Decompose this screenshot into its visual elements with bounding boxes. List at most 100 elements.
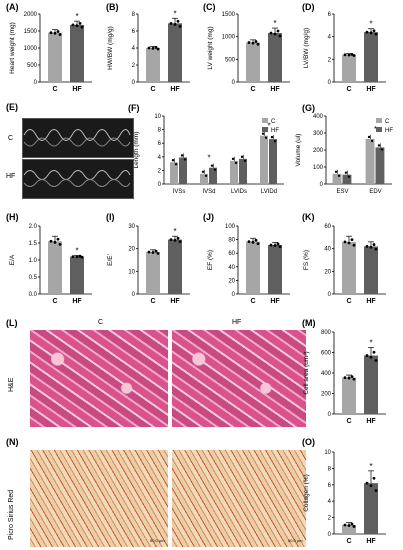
y-tick-label-D: 6 bbox=[328, 12, 332, 18]
y-tick-label-A: 0 bbox=[34, 80, 38, 86]
data-point-F bbox=[183, 158, 187, 161]
histology-col-c-label: C bbox=[98, 319, 104, 326]
data-point-F bbox=[204, 174, 208, 177]
significance-star-F: * bbox=[267, 122, 270, 131]
data-point-F bbox=[213, 168, 217, 171]
bar-O-C bbox=[342, 524, 356, 534]
y-tick-label-H: 2.0 bbox=[29, 224, 38, 230]
data-point-D bbox=[374, 32, 378, 36]
x-tick-label-M: HF bbox=[366, 418, 376, 425]
y-tick-label-B: 2 bbox=[132, 63, 136, 69]
y-tick-label-D: 4 bbox=[328, 35, 332, 41]
data-point-M bbox=[347, 376, 351, 380]
significance-star-G: * bbox=[374, 125, 377, 134]
data-point-A bbox=[78, 21, 82, 25]
data-point-O bbox=[347, 524, 351, 527]
bar-C-HF bbox=[268, 33, 282, 82]
data-point-H bbox=[75, 255, 79, 259]
bar-F-LVIDs-HF bbox=[239, 158, 247, 184]
scale-bar-hf: 50.0 µm bbox=[288, 538, 303, 543]
significance-star-I: * bbox=[173, 227, 176, 236]
y-tick-label-C: 1000 bbox=[222, 35, 236, 41]
data-point-F bbox=[180, 154, 184, 157]
data-point-M bbox=[343, 376, 347, 380]
legend-swatch-c-G bbox=[376, 118, 382, 123]
panel-label-h: (H) bbox=[6, 212, 19, 222]
data-point-K bbox=[347, 241, 351, 245]
psr-image-c bbox=[30, 450, 168, 547]
significance-star-H: * bbox=[75, 247, 78, 256]
x-tick-label-B: HF bbox=[170, 86, 180, 93]
y-axis-label-K: FS (%) bbox=[303, 250, 310, 270]
x-tick-label-D: C bbox=[346, 86, 351, 93]
y-tick-label-J: 40 bbox=[228, 265, 235, 271]
echo-row-hf-label: HF bbox=[6, 173, 16, 180]
y-tick-label-M: 0 bbox=[328, 412, 332, 418]
data-point-A bbox=[71, 23, 75, 27]
y-axis-label-F: Length (mm) bbox=[133, 132, 140, 169]
data-point-B bbox=[173, 22, 177, 26]
significance-star-B: * bbox=[173, 9, 176, 18]
data-point-F bbox=[234, 161, 238, 165]
significance-star-C: * bbox=[273, 19, 276, 28]
y-tick-label-M: 800 bbox=[321, 330, 332, 336]
bar-F-LVIDs-C bbox=[230, 160, 238, 184]
data-point-H bbox=[53, 240, 57, 244]
data-point-D bbox=[352, 54, 356, 57]
bar-H-C bbox=[48, 241, 62, 294]
data-point-H bbox=[49, 239, 53, 243]
y-tick-label-F: 0 bbox=[158, 182, 162, 188]
data-point-K bbox=[343, 240, 347, 244]
panel-label-g: (G) bbox=[302, 103, 315, 113]
significance-star-O: * bbox=[369, 462, 372, 471]
y-tick-label-I: 20 bbox=[128, 247, 135, 253]
data-point-K bbox=[374, 247, 378, 251]
y-tick-label-D: 0 bbox=[328, 80, 332, 86]
y-tick-label-K: 20 bbox=[324, 269, 331, 275]
data-point-J bbox=[276, 242, 280, 246]
data-point-H bbox=[58, 242, 62, 246]
bar-A-HF bbox=[70, 24, 84, 83]
data-point-C bbox=[278, 34, 282, 38]
bar-F-IVSs-C bbox=[170, 162, 178, 184]
y-tick-label-K: 0 bbox=[328, 292, 332, 298]
data-point-I bbox=[154, 249, 158, 253]
data-point-O bbox=[365, 481, 369, 485]
data-point-A bbox=[56, 30, 60, 33]
y-tick-label-B: 4 bbox=[132, 46, 136, 52]
y-tick-label-O: 6 bbox=[328, 483, 332, 489]
bar-J-C bbox=[246, 241, 260, 294]
bar-H-HF bbox=[70, 256, 84, 294]
bar-F-LVIDd-C bbox=[260, 135, 268, 184]
y-tick-label-O: 0 bbox=[328, 532, 332, 538]
y-tick-label-O: 10 bbox=[324, 450, 331, 456]
data-point-F bbox=[273, 139, 277, 143]
y-axis-label-I: E/E' bbox=[107, 254, 114, 266]
significance-star-F: * bbox=[207, 154, 210, 163]
bar-M-C bbox=[342, 377, 356, 414]
data-point-I bbox=[169, 238, 173, 242]
y-tick-label-B: 0 bbox=[132, 80, 136, 86]
x-tick-label-A: HF bbox=[72, 86, 82, 93]
data-point-J bbox=[273, 244, 277, 247]
data-point-O bbox=[352, 525, 356, 528]
data-point-D bbox=[365, 30, 369, 34]
y-tick-label-G: 300 bbox=[313, 131, 324, 137]
panel-label-e: (E) bbox=[6, 102, 18, 112]
x-tick-label-G: EDV bbox=[369, 189, 381, 195]
data-point-O bbox=[372, 476, 376, 480]
legend-swatch-c-F bbox=[262, 118, 268, 123]
data-point-H bbox=[80, 255, 84, 259]
histology-col-hf-label: HF bbox=[232, 319, 242, 326]
x-tick-label-G: ESV bbox=[336, 189, 348, 195]
y-tick-label-H: 0.5 bbox=[29, 275, 38, 281]
legend-swatch-hf-G bbox=[376, 127, 382, 132]
significance-star-A: * bbox=[75, 12, 78, 21]
x-tick-label-M: C bbox=[346, 418, 351, 425]
data-point-K bbox=[369, 245, 373, 249]
panel-label-o: (O) bbox=[302, 437, 315, 447]
data-point-G bbox=[347, 175, 351, 178]
x-tick-label-J: HF bbox=[270, 298, 280, 305]
y-tick-label-F: 10 bbox=[154, 114, 161, 120]
y-tick-label-I: 0 bbox=[132, 292, 136, 298]
